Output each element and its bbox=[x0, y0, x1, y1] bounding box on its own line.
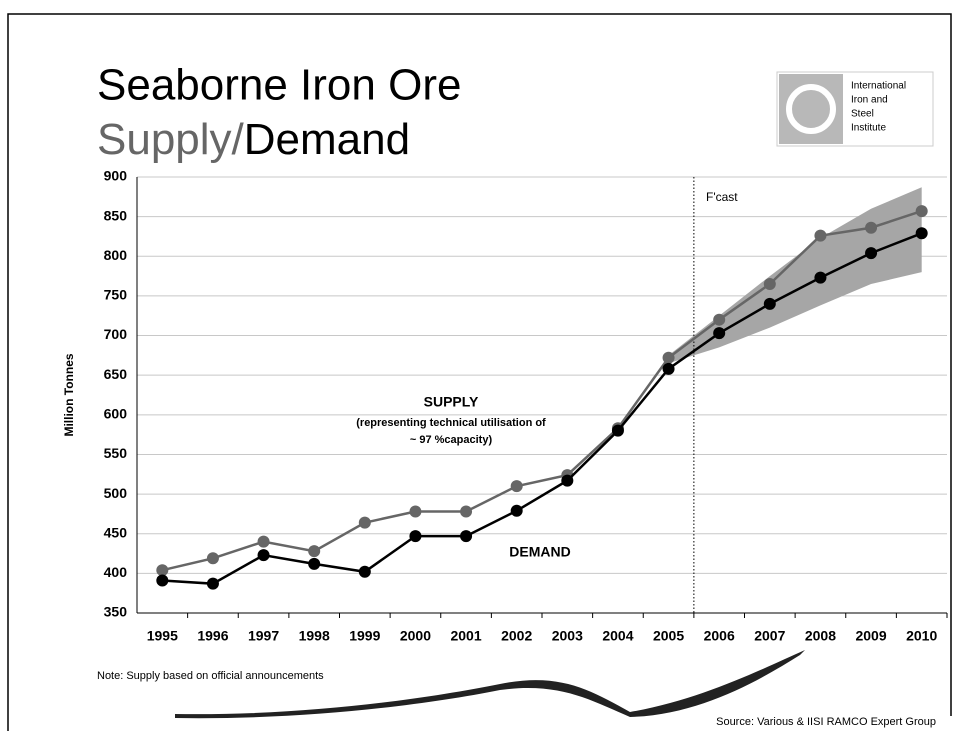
x-tick-label: 2003 bbox=[552, 628, 583, 644]
logo-text: Steel bbox=[851, 109, 874, 120]
x-tick-label: 2007 bbox=[754, 628, 785, 644]
series-point bbox=[308, 545, 321, 558]
x-tick-label: 1996 bbox=[197, 628, 228, 644]
x-tick-label: 2002 bbox=[501, 628, 532, 644]
series-point bbox=[814, 229, 827, 242]
series-point bbox=[713, 313, 726, 326]
series-point bbox=[358, 565, 371, 578]
y-tick-label: 450 bbox=[104, 524, 128, 540]
x-tick-label: 2001 bbox=[450, 628, 481, 644]
supply-note: ~ 97 %capacity) bbox=[410, 434, 493, 446]
y-tick-label: 900 bbox=[104, 168, 128, 184]
logo-text: International bbox=[851, 81, 906, 92]
series-point bbox=[561, 474, 574, 487]
series-point bbox=[206, 577, 219, 590]
series-point bbox=[662, 351, 675, 364]
y-tick-label: 650 bbox=[104, 366, 128, 382]
logo-text: Iron and bbox=[851, 95, 888, 106]
logo: International Iron and Steel Institute bbox=[776, 71, 934, 147]
x-tick-label: 2004 bbox=[602, 628, 633, 644]
series-line bbox=[162, 232, 923, 585]
note: Note: Supply based on official announcem… bbox=[97, 670, 324, 682]
series-point bbox=[915, 205, 928, 218]
series-point bbox=[460, 530, 473, 543]
series-point bbox=[358, 516, 371, 529]
x-tick-label: 2010 bbox=[906, 628, 937, 644]
x-tick-label: 1997 bbox=[248, 628, 279, 644]
x-tick-label: 2005 bbox=[653, 628, 684, 644]
series-line bbox=[162, 209, 923, 572]
series-point bbox=[865, 247, 878, 260]
series-point bbox=[206, 552, 219, 565]
supply-label: SUPPLY bbox=[424, 394, 479, 410]
series-point bbox=[611, 424, 624, 437]
y-axis-label: Million Tonnes bbox=[62, 353, 76, 436]
subtitle-demand: Demand bbox=[244, 115, 410, 164]
y-tick-label: 700 bbox=[104, 326, 128, 342]
x-tick-label: 2009 bbox=[855, 628, 886, 644]
y-tick-label: 800 bbox=[104, 247, 128, 263]
y-tick-label: 750 bbox=[104, 287, 128, 303]
plot: 350 400 450 500 550 600 650 700 750 800 850 900 1995… bbox=[104, 168, 948, 644]
series-point bbox=[510, 480, 523, 493]
series-point bbox=[409, 505, 422, 518]
series-point bbox=[460, 505, 473, 518]
x-tick-label: 1999 bbox=[349, 628, 380, 644]
series-point bbox=[257, 549, 270, 562]
series-point bbox=[713, 327, 726, 340]
series-point bbox=[662, 362, 675, 375]
series-point bbox=[156, 574, 169, 587]
y-tick-label: 550 bbox=[104, 445, 128, 461]
logo-text: Institute bbox=[851, 123, 886, 134]
y-tick-label: 350 bbox=[104, 604, 128, 620]
series-point bbox=[865, 221, 878, 234]
y-tick-label: 850 bbox=[104, 207, 128, 223]
subtitle-supply: Supply/ bbox=[97, 115, 245, 164]
subtitle: Supply/Demand bbox=[97, 115, 410, 164]
title: Seaborne Iron Ore bbox=[97, 61, 461, 110]
series-point bbox=[510, 504, 523, 517]
y-tick-label: 400 bbox=[104, 564, 128, 580]
forecast-band bbox=[668, 187, 922, 364]
y-tick-label: 500 bbox=[104, 485, 128, 501]
demand-label: DEMAND bbox=[509, 544, 570, 560]
series-point bbox=[763, 297, 776, 310]
series-point bbox=[814, 271, 827, 284]
series-point bbox=[308, 557, 321, 570]
series-point bbox=[156, 564, 169, 577]
series-point bbox=[763, 278, 776, 291]
x-tick-label: 1995 bbox=[147, 628, 178, 644]
series-point bbox=[257, 535, 270, 548]
x-tick-label: 2006 bbox=[704, 628, 735, 644]
supply-note: (representing technical utilisation of bbox=[356, 417, 546, 429]
series-point bbox=[409, 530, 422, 543]
x-tick-label: 2000 bbox=[400, 628, 431, 644]
source: Source: Various & IISI RAMCO Expert Grou… bbox=[716, 716, 936, 728]
series-point bbox=[915, 227, 928, 240]
slide-frame bbox=[7, 13, 952, 731]
x-tick-label: 1998 bbox=[299, 628, 330, 644]
forecast-label: F'cast bbox=[706, 190, 738, 204]
decor-swoosh bbox=[175, 650, 805, 719]
logo-ring bbox=[786, 84, 836, 134]
y-tick-label: 600 bbox=[104, 406, 128, 422]
x-tick-label: 2008 bbox=[805, 628, 836, 644]
